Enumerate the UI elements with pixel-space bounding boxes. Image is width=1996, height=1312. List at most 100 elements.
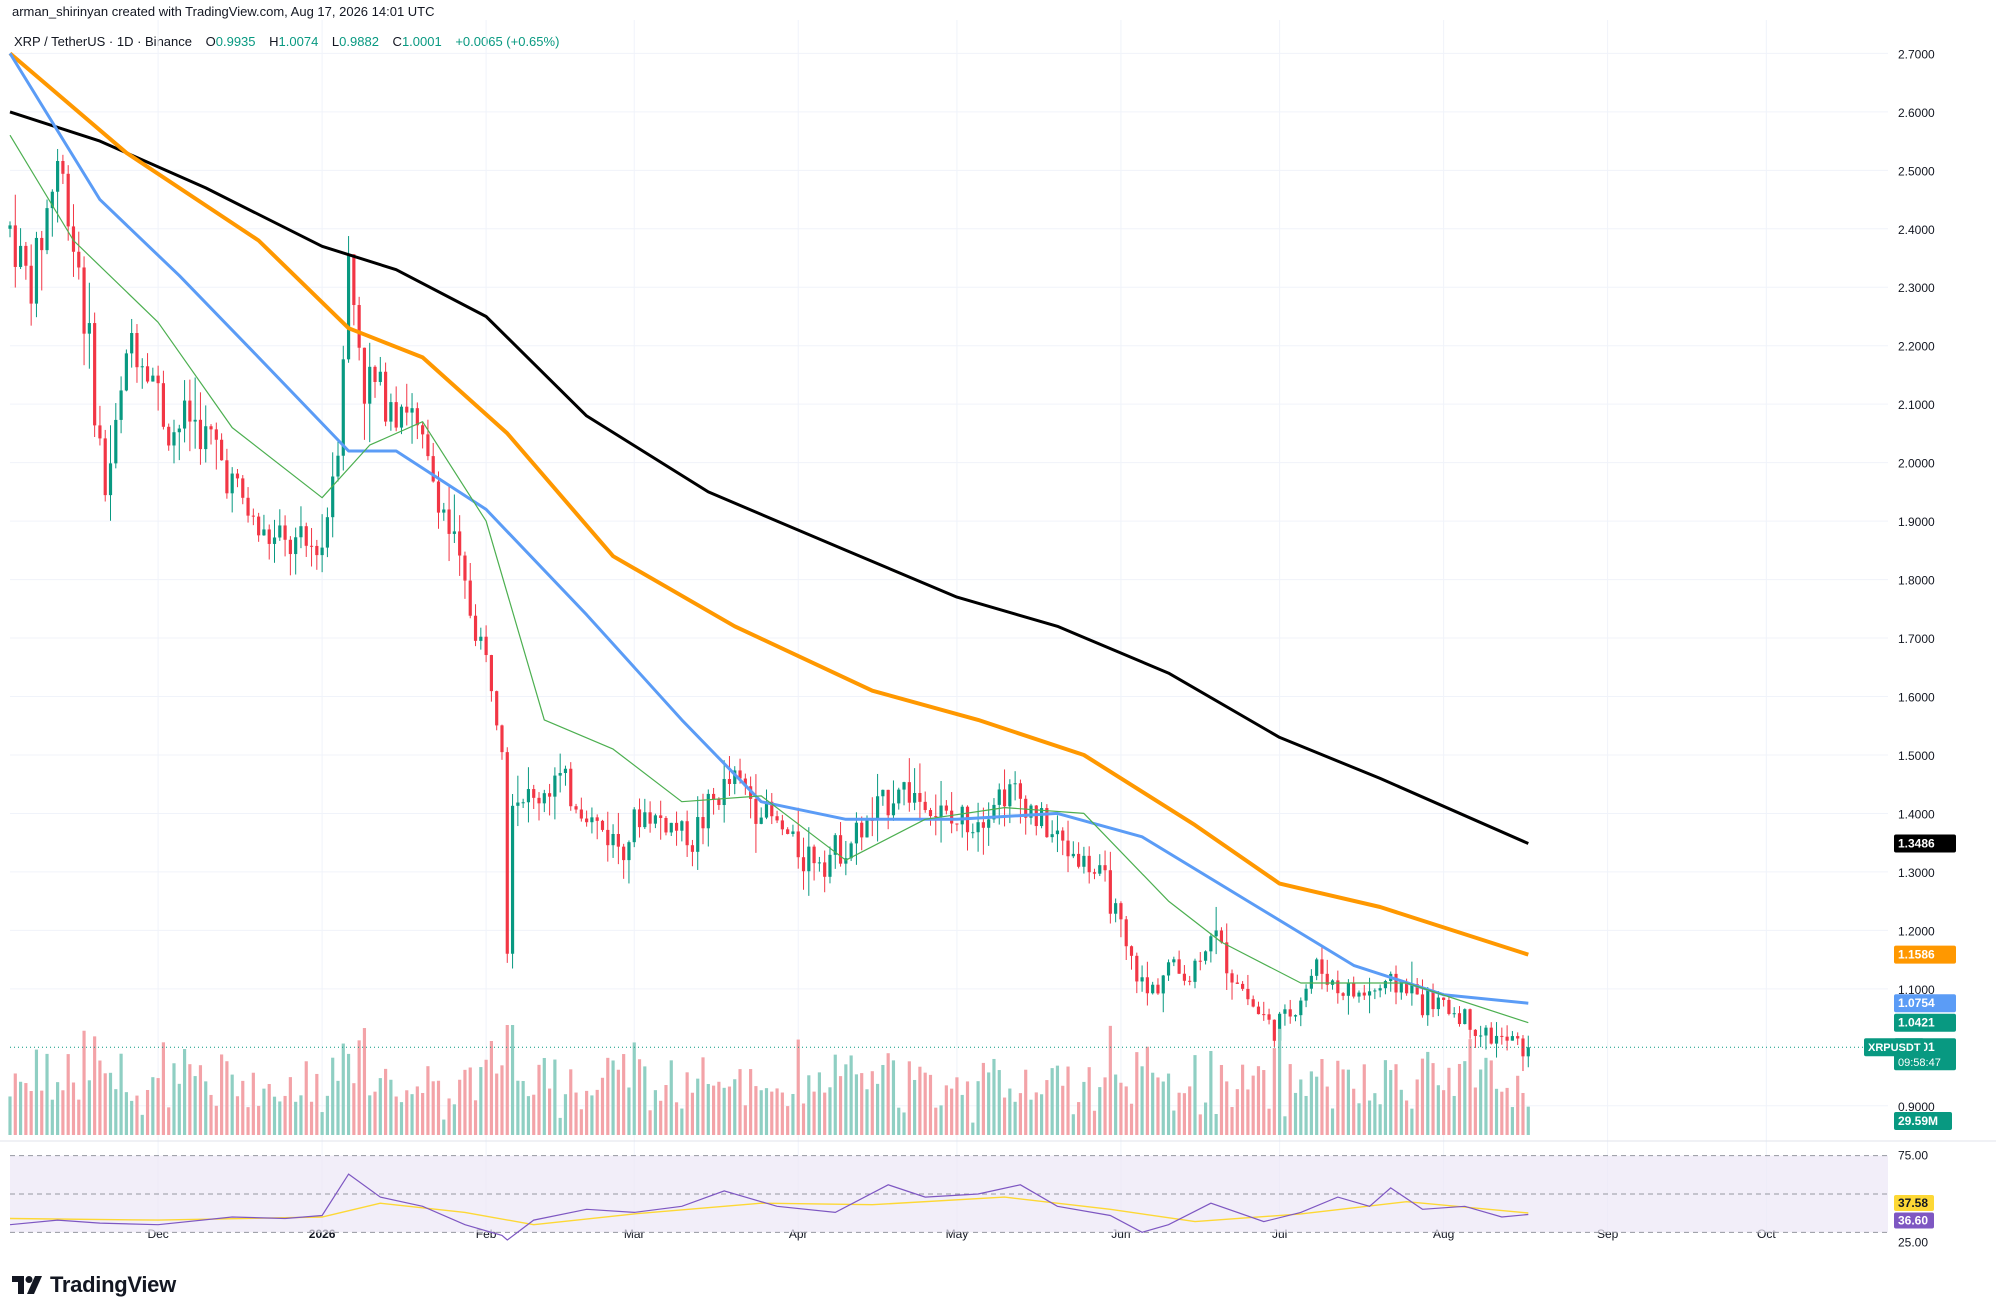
volume-bar (558, 1117, 562, 1135)
volume-bar (754, 1086, 758, 1135)
volume-bar (50, 1099, 54, 1135)
candle-body (161, 383, 166, 427)
candle-body (71, 226, 76, 252)
candle-body (421, 425, 425, 435)
candle-body (82, 267, 86, 334)
symbol-line[interactable]: XRP / TetherUS · 1D · Binance (14, 34, 192, 49)
candle-body (66, 173, 70, 227)
candle-body (627, 842, 631, 861)
candle-body (93, 323, 97, 426)
volume-bar (516, 1080, 520, 1135)
volume-bar (1082, 1081, 1086, 1135)
candle-body (1299, 1000, 1303, 1016)
candle-body (992, 804, 996, 820)
candle-body (1050, 834, 1054, 838)
candle-body (1463, 1009, 1467, 1025)
candle-body (315, 545, 319, 556)
volume-bar (674, 1102, 679, 1135)
volume-bar (1114, 1074, 1118, 1135)
volume-bar (807, 1075, 811, 1135)
candle-body (214, 429, 218, 440)
volume-bar (606, 1057, 610, 1135)
candle-body (1468, 1009, 1472, 1030)
candle-body (521, 802, 525, 804)
candle-body (1262, 1014, 1266, 1016)
candle-body (764, 801, 769, 818)
volume-bar (198, 1065, 203, 1135)
candle-body (902, 782, 906, 790)
candle-body (1098, 865, 1102, 874)
candle-body (1309, 975, 1313, 989)
candle-body (225, 460, 229, 494)
candle-body (1241, 983, 1245, 989)
candle-body (45, 208, 49, 251)
volume-bar (1420, 1058, 1425, 1135)
volume-bar (468, 1067, 472, 1135)
candle-body (860, 822, 864, 838)
candle-body (606, 829, 610, 846)
candle-body (844, 858, 848, 864)
candle-body (1193, 960, 1197, 982)
y-tick-label: 1.6000 (1898, 691, 1935, 705)
volume-bar (172, 1063, 176, 1135)
volume-bar (1077, 1102, 1081, 1135)
candle-body (40, 237, 44, 251)
candle-body (913, 793, 917, 803)
volume-bar (235, 1096, 240, 1135)
candle-body (680, 821, 684, 831)
volume-bar (1521, 1092, 1525, 1135)
volume-bar (712, 1085, 716, 1135)
volume-bar (1505, 1087, 1509, 1135)
volume-bar (627, 1087, 631, 1135)
volume-bar (590, 1095, 594, 1135)
volume-bar (204, 1081, 208, 1135)
y-tick-label: 1.3000 (1898, 866, 1935, 880)
volume-bar (1055, 1065, 1060, 1135)
candle-body (579, 809, 583, 819)
candle-body (1129, 946, 1134, 956)
candle-body (828, 854, 832, 877)
candle-body (346, 254, 351, 360)
candle-body (103, 438, 107, 496)
candle-body (1479, 1035, 1483, 1037)
volume-bar (77, 1099, 81, 1135)
tradingview-logo[interactable]: TradingView (12, 1272, 176, 1298)
volume-bar (56, 1082, 60, 1135)
volume-bar (452, 1104, 456, 1135)
volume-bar (669, 1060, 673, 1135)
volume-bar (1230, 1107, 1234, 1135)
volume-bar (288, 1077, 292, 1135)
candle-body (510, 805, 515, 954)
candle-body (468, 580, 472, 616)
volume-bar (950, 1088, 954, 1135)
volume-bar (1447, 1067, 1451, 1135)
candle-body (791, 831, 795, 834)
volume-bar (1516, 1075, 1520, 1135)
close-value: 1.0001 (401, 34, 442, 49)
candle-body (177, 428, 181, 433)
candle-body (1352, 983, 1356, 997)
candle-body (1235, 982, 1239, 984)
volume-bar (1293, 1092, 1298, 1135)
y-tick-label: 0.9000 (1898, 1100, 1935, 1114)
volume-bar (1119, 1082, 1123, 1135)
volume-bar (257, 1105, 261, 1135)
candle-body (389, 402, 393, 422)
candle-body (1156, 984, 1160, 994)
volume-bar (542, 1057, 546, 1135)
candle-body (267, 529, 271, 544)
candle-body (119, 390, 123, 420)
volume-bar (1468, 1039, 1472, 1135)
candle-body (431, 456, 435, 482)
candle-body (8, 225, 12, 229)
volume-bar (548, 1088, 552, 1135)
candle-body (1140, 977, 1144, 982)
open-value: 0.9935 (215, 34, 256, 49)
candle-body (1293, 1015, 1298, 1017)
volume-bar (849, 1055, 853, 1135)
volume-bar (272, 1096, 277, 1135)
candle-body (29, 265, 33, 304)
volume-bar (902, 1112, 906, 1135)
volume-bar (1389, 1070, 1393, 1135)
